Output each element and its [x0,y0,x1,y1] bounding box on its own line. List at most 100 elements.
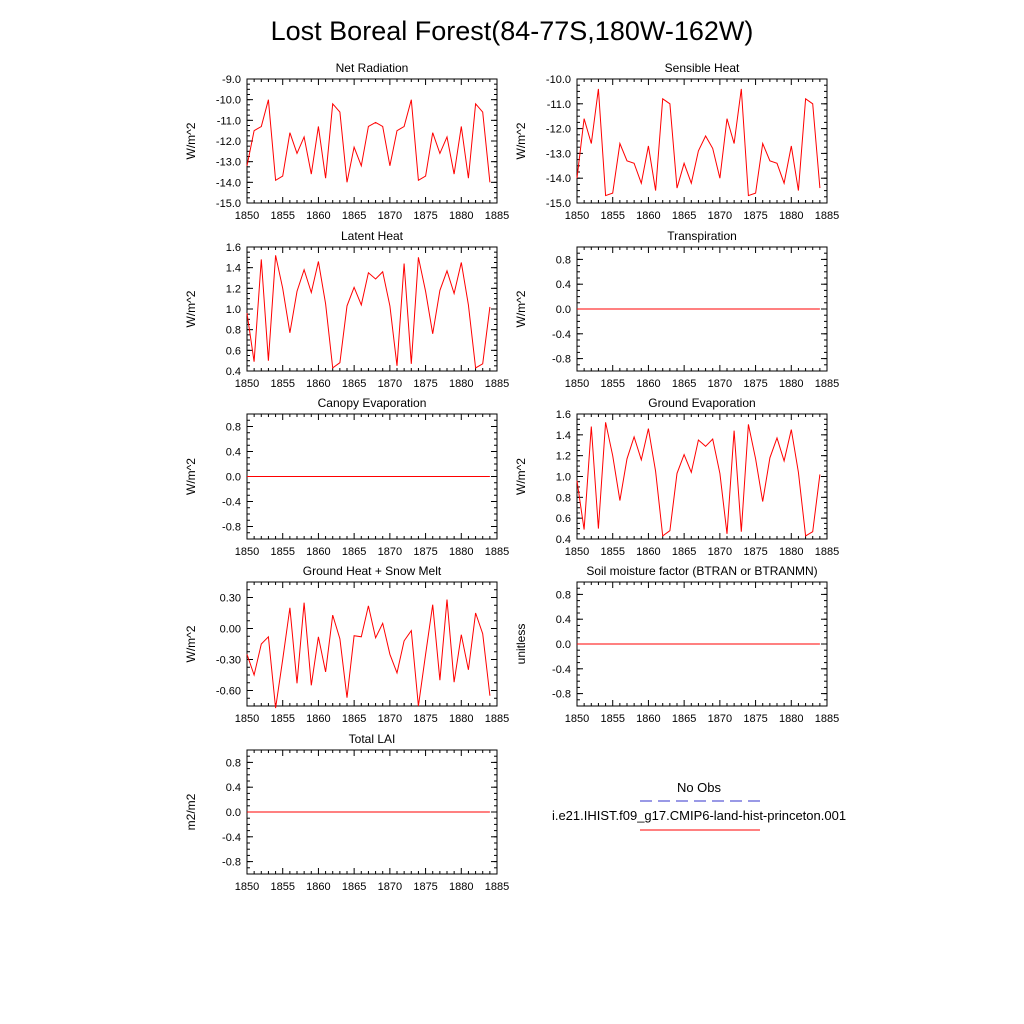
y-tick-label: 0.6 [226,345,241,357]
legend: No Obs i.e21.IHIST.f09_g17.CMIP6-land-hi… [552,780,846,831]
y-tick-label: -0.8 [552,689,571,701]
panel-2: Sensible Heat W/m^2 1850 1855 1860 1865 1870 18… [514,61,839,222]
x-tick-label: 1880 [449,378,473,390]
y-tick-label: -0.8 [222,522,241,534]
x-tick-label: 1855 [600,378,624,390]
x-tick-label: 1865 [672,713,696,725]
series-line [246,99,491,183]
y-tick-label: 0.4 [556,279,571,291]
y-tick-label: -13.0 [546,148,571,160]
series-line [246,599,491,709]
y-tick-label: -0.30 [216,655,241,667]
x-tick-label: 1865 [672,546,696,558]
y-tick-label: 0.4 [556,614,571,626]
x-tick-label: 1860 [636,378,660,390]
panel-title: Soil moisture factor (BTRAN or BTRANMN) [586,564,817,578]
panel-title: Sensible Heat [665,61,740,75]
y-tick-label: 1.6 [226,242,241,254]
x-tick-label: 1865 [672,210,696,222]
y-tick-label: -0.8 [222,857,241,869]
y-tick-label: -14.0 [216,177,241,189]
panels: Net Radiation W/m^2 1850 1855 1860 1865 1870 18… [184,61,839,893]
x-tick-label: 1885 [485,378,509,390]
y-tick-label: 0.0 [226,807,241,819]
y-tick-label: 1.4 [556,430,571,442]
y-tick-label: -0.4 [222,497,241,509]
x-tick-label: 1885 [485,210,509,222]
legend-obs-label: No Obs [677,780,722,795]
panel-6: Ground Evaporation W/m^2 1850 1855 1860 1865 1… [514,396,839,558]
y-tick-label: 0.8 [226,422,241,434]
x-tick-label: 1860 [306,210,330,222]
y-tick-label: -11.0 [547,99,571,111]
y-tick-label: 0.8 [556,492,571,504]
x-tick-label: 1850 [235,378,259,390]
y-tick-label: -11.0 [217,115,241,127]
x-tick-label: 1880 [779,210,803,222]
series-line [246,255,491,369]
plot-frame [576,78,828,204]
y-tick-label: 0.30 [220,593,241,605]
x-tick-label: 1880 [449,713,473,725]
x-tick-label: 1875 [743,713,767,725]
legend-model-label: i.e21.IHIST.f09_g17.CMIP6-land-hist-prin… [552,808,846,823]
x-tick-label: 1865 [672,378,696,390]
y-tick-label: 0.4 [226,782,241,794]
x-tick-label: 1885 [815,378,839,390]
panel-title: Total LAI [349,732,396,746]
y-tick-label: 1.0 [226,304,241,316]
x-tick-label: 1880 [779,378,803,390]
y-tick-label: 0.6 [556,513,571,525]
y-axis-label: m2/m2 [184,793,198,830]
y-tick-label: -9.0 [222,74,241,86]
y-tick-label: 1.2 [556,451,571,463]
x-tick-label: 1880 [449,210,473,222]
x-tick-label: 1880 [779,546,803,558]
y-tick-label: -15.0 [546,198,571,210]
x-tick-label: 1875 [743,546,767,558]
plot-frame [246,246,498,372]
x-tick-label: 1870 [708,546,732,558]
x-tick-label: 1885 [815,713,839,725]
x-tick-label: 1865 [342,713,366,725]
y-tick-label: -0.4 [222,832,241,844]
x-tick-label: 1870 [378,546,402,558]
x-tick-label: 1870 [378,881,402,893]
x-tick-label: 1855 [600,546,624,558]
x-tick-label: 1855 [270,881,294,893]
x-tick-label: 1850 [565,546,589,558]
y-tick-label: 0.8 [556,589,571,601]
y-tick-label: 1.0 [556,472,571,484]
y-axis-label: W/m^2 [184,122,198,159]
y-axis-label: W/m^2 [184,458,198,495]
y-tick-label: 0.8 [226,757,241,769]
x-tick-label: 1850 [235,881,259,893]
series-line [576,88,821,197]
panel-8: Soil moisture factor (BTRAN or BTRANMN) u… [514,564,839,725]
x-tick-label: 1875 [413,378,437,390]
x-tick-label: 1865 [342,378,366,390]
y-tick-label: 0.0 [226,472,241,484]
x-tick-label: 1855 [600,210,624,222]
x-tick-label: 1860 [306,881,330,893]
x-tick-label: 1870 [708,378,732,390]
y-axis-label: W/m^2 [514,122,528,159]
x-tick-label: 1875 [413,546,437,558]
x-tick-label: 1860 [636,713,660,725]
y-tick-label: -0.60 [216,686,241,698]
x-tick-label: 1850 [235,210,259,222]
panel-5: Canopy Evaporation W/m^2 1850 1855 1860 1865 1… [184,396,509,558]
panel-title: Transpiration [667,229,737,243]
y-tick-label: -12.0 [546,124,571,136]
panel-title: Latent Heat [341,229,404,243]
y-tick-label: -0.8 [552,354,571,366]
y-axis-label: W/m^2 [514,290,528,327]
plot-frame [576,413,828,540]
x-tick-label: 1875 [413,881,437,893]
y-tick-label: 0.4 [226,447,241,459]
y-tick-label: 0.8 [556,254,571,266]
panel-title: Ground Evaporation [648,396,755,410]
panel-title: Canopy Evaporation [318,396,427,410]
panel-title: Ground Heat + Snow Melt [303,564,442,578]
